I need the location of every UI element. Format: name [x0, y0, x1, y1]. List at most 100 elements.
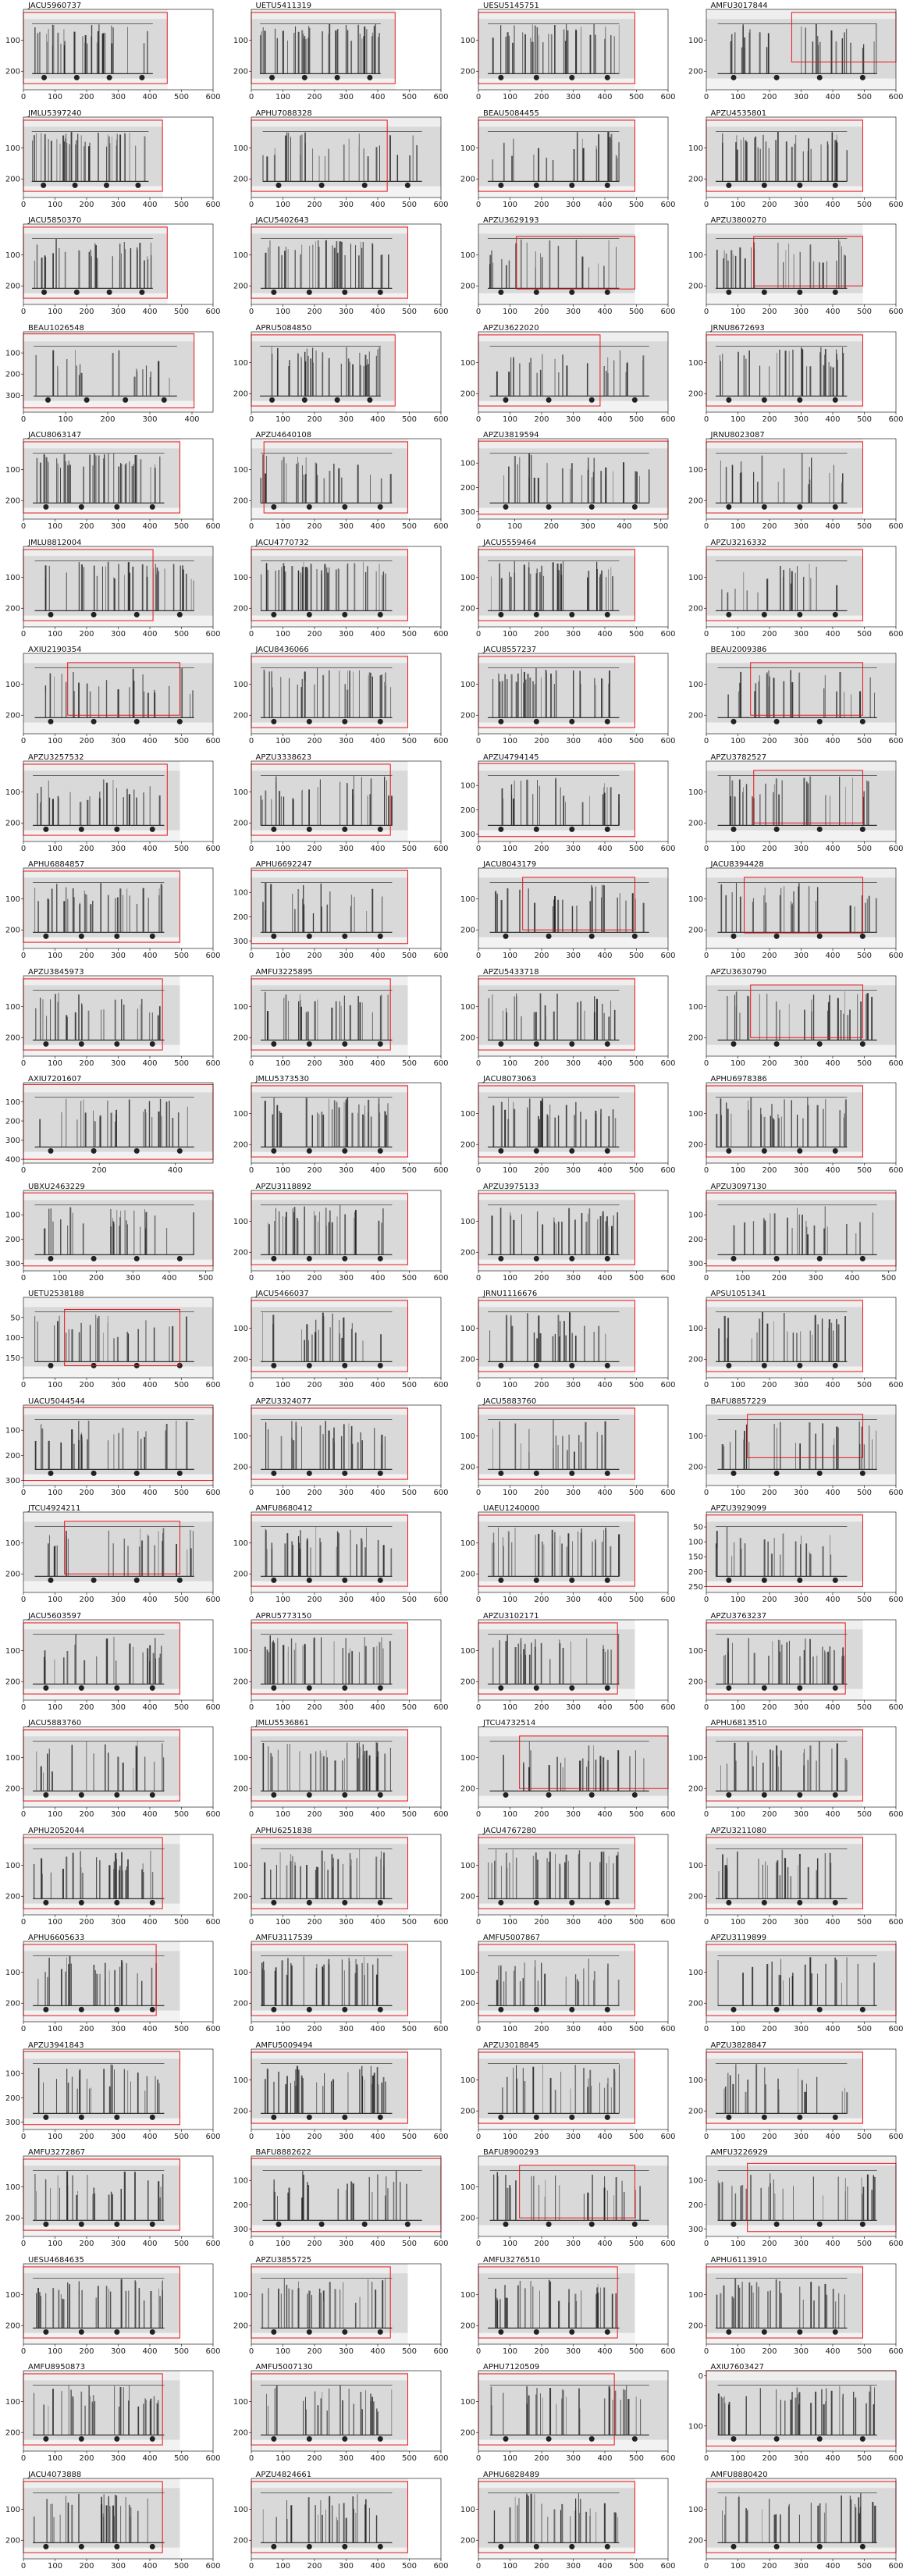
x-tick-label: 600: [433, 1918, 448, 1927]
x-tick-label: 600: [888, 1166, 903, 1175]
y-tick-label: 200: [233, 68, 247, 76]
image-panel: 0 100 200 300 400 500 600 100 200 APHU6828489: [455, 2469, 682, 2576]
x-tick-label: 400: [597, 1274, 612, 1283]
x-tick-label: 400: [597, 93, 612, 101]
x-tick-label: 0: [476, 1703, 481, 1712]
x-tick-label: 600: [433, 201, 448, 209]
y-tick-label: 200: [5, 1118, 20, 1126]
y-tick-label: 100: [233, 466, 247, 475]
x-tick-label: 0: [703, 1059, 708, 1068]
x-tick-label: 300: [793, 952, 808, 960]
image-panel: 0 100 200 300 400 500 600 100 200 JACU5850370: [0, 215, 227, 322]
y-tick-label: 200: [5, 283, 20, 291]
panel-axes: 0 100 200 300 400 500 600 100 200: [688, 116, 903, 209]
y-tick-label: 200: [460, 484, 475, 493]
x-tick-label: 200: [762, 952, 777, 960]
x-tick-label: 400: [597, 737, 612, 745]
y-tick-label: 200: [688, 390, 702, 398]
x-tick-label: 600: [205, 2133, 220, 2141]
y-tick-label: 100: [233, 1218, 247, 1226]
x-tick-label: 100: [503, 1703, 517, 1712]
y-tick-label: 100: [688, 359, 702, 368]
x-tick-label: 0: [703, 1810, 708, 1819]
x-tick-label: 100: [503, 630, 517, 639]
y-tick-label: 100: [5, 895, 20, 904]
x-tick-label: 100: [503, 2133, 517, 2141]
image-panel: 0 200 400 100 200 300 400 AXIU7201607: [0, 1073, 227, 1180]
x-tick-label: 500: [401, 201, 416, 209]
x-tick-label: 600: [888, 737, 903, 745]
y-tick-label: 50: [693, 1524, 703, 1532]
detection-box: [516, 236, 635, 290]
x-tick-label: 300: [111, 737, 126, 745]
x-tick-label: 400: [142, 308, 157, 316]
image-panel: 0 100 200 300 400 500 600 100 200 AMFU3117539: [228, 1932, 455, 2039]
y-tick-label: 100: [688, 251, 702, 260]
panel-title: APZU4640108: [255, 431, 312, 439]
x-tick-label: 500: [629, 952, 644, 960]
panel-axes: 0 100 200 300 400 500 600 100 200: [688, 975, 903, 1068]
x-tick-label: 200: [307, 1059, 322, 1068]
image-panel: 0 100 200 300 400 500 600 100 200 APZU3800270: [683, 215, 910, 322]
panel-axes: 0 100 200 300 400 500 600 100 200: [233, 2048, 448, 2141]
y-tick-label: 100: [460, 144, 475, 153]
y-tick-label: 100: [233, 1969, 247, 1977]
image-panel: 0 100 200 300 400 500 600 100 200 JTCU4732514: [455, 1717, 682, 1824]
y-tick-label: 100: [460, 1862, 475, 1870]
x-tick-label: 600: [433, 93, 448, 101]
x-tick-label: 600: [205, 2347, 220, 2356]
x-tick-label: 400: [597, 2025, 612, 2033]
panel-axes: 0 100 200 300 400 500 600 100 200: [688, 1726, 903, 1819]
image-panel: 0 100 200 300 400 500 600 100 200 AMFU8680412: [228, 1503, 455, 1610]
x-tick-label: 0: [248, 93, 253, 101]
image-panel: 0 100 200 300 400 100 200 300 BEAU1026548: [0, 322, 227, 429]
y-tick-label: 200: [233, 1571, 247, 1579]
x-tick-label: 600: [433, 630, 448, 639]
x-tick-label: 300: [111, 1059, 126, 1068]
x-tick-label: 600: [888, 2240, 903, 2248]
panel-title: APZU3763237: [710, 1611, 767, 1621]
x-tick-label: 200: [79, 522, 94, 531]
x-tick-label: 600: [660, 1166, 675, 1175]
x-tick-label: 300: [566, 2562, 581, 2571]
x-tick-label: 400: [370, 1059, 385, 1068]
x-tick-label: 500: [401, 1489, 416, 1497]
y-tick-label: 100: [688, 574, 702, 582]
y-tick-label: 200: [460, 283, 475, 291]
y-tick-label: 100: [5, 2291, 20, 2300]
panel-title: JACU5466037: [255, 1290, 309, 1298]
image-panel: 0 100 200 300 400 500 600 100 200 JMLU5397240: [0, 108, 227, 215]
y-tick-label: 200: [688, 2000, 702, 2008]
y-tick-label: 100: [688, 788, 702, 797]
x-tick-label: 100: [730, 845, 745, 853]
panel-title: APRU5084850: [255, 323, 312, 333]
panel-title: JACU5960737: [28, 2, 82, 10]
x-tick-label: 500: [174, 522, 189, 531]
x-tick-label: 200: [307, 522, 322, 531]
x-tick-label: 600: [660, 2562, 675, 2571]
y-tick-label: 100: [5, 1003, 20, 1012]
x-tick-label: 200: [89, 1274, 104, 1283]
x-tick-label: 500: [401, 2347, 416, 2356]
x-tick-label: 200: [762, 630, 777, 639]
image-panel: 0 100 200 300 400 500 600 50 100 150 200 250 APZU392…: [683, 1503, 910, 1610]
x-tick-label: 500: [629, 2133, 644, 2141]
y-tick-label: 100: [460, 781, 475, 790]
y-tick-label: 200: [688, 604, 702, 613]
image-panel: 0 100 200 300 400 500 600 100 200 APHU6251838: [228, 1825, 455, 1932]
x-tick-label: 300: [566, 1166, 581, 1175]
x-tick-label: 600: [888, 1059, 903, 1068]
x-tick-label: 400: [370, 522, 385, 531]
x-tick-label: 100: [730, 93, 745, 101]
x-tick-label: 0: [248, 845, 253, 853]
x-tick-label: 400: [370, 1810, 385, 1819]
x-tick-label: 500: [856, 1810, 871, 1819]
image-panel: 0 100 200 300 400 500 600 100 200 UESU4684635: [0, 2254, 227, 2361]
y-tick-label: 200: [688, 497, 702, 506]
x-tick-label: 400: [825, 93, 840, 101]
image-panel: 0 100 200 300 400 500 600 100 200 JACU4767280: [455, 1825, 682, 1932]
panel-axes: 0 100 200 300 400 500 600 100 200: [233, 1619, 448, 1712]
panel-axes: 0 100 200 300 400 500 600 100 200 300: [460, 760, 676, 853]
x-tick-label: 300: [338, 201, 353, 209]
image-panel: 0 100 200 300 400 500 600 100 200 300 APHU6692247: [228, 859, 455, 966]
